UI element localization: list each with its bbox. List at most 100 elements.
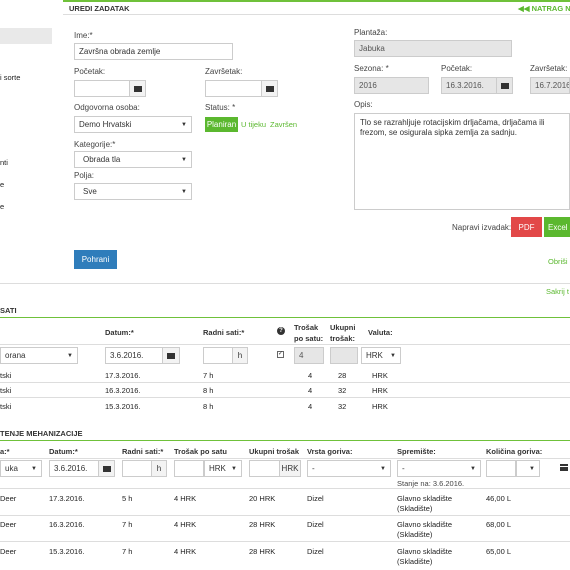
help-icon[interactable]: ? (277, 327, 285, 335)
ime-input[interactable]: Završna obrada zemlje (74, 43, 233, 60)
chevron-down-icon: ▼ (67, 352, 73, 359)
meh-header-gorivo: Vrsta goriva: (307, 447, 353, 456)
right-pocetak-calendar-button (497, 77, 513, 94)
sidebar-item-e1[interactable]: e (0, 180, 5, 189)
opis-textarea[interactable]: Tlo se razrahljuje rotacijskim drljačama… (354, 113, 570, 210)
chevron-down-icon: ▼ (470, 465, 476, 472)
meh-total-input[interactable] (249, 460, 280, 477)
sidebar-item-sorte[interactable]: i sorte (0, 73, 21, 82)
sati-row-2-currency: HRK (372, 386, 388, 395)
page-title: UREDI ZADATAK (69, 4, 130, 13)
zavrsetak-input[interactable] (205, 80, 262, 97)
meh-qty-unit-select[interactable]: ▼ (516, 460, 540, 477)
back-link[interactable]: ◀◀ NATRAG N (518, 4, 570, 13)
meh-date-input[interactable]: 3.6.2016. (49, 460, 99, 477)
meh-row-1-hours: 5 h (122, 494, 133, 503)
chevron-down-icon: ▼ (231, 465, 237, 472)
meh-header-radni-sati: Radni sati:* (122, 447, 164, 456)
sati-row-3-currency: HRK (372, 402, 388, 411)
sezona-input: 2016 (354, 77, 429, 94)
sati-row-1-total: 28 (338, 371, 347, 380)
meh-row-2-storage: Glavno skladište (397, 520, 453, 529)
sati-divider (0, 317, 570, 318)
sati-section-title: SATI (0, 306, 17, 315)
sati-date-input[interactable]: 3.6.2016. (105, 347, 163, 364)
sati-worker-select[interactable]: orana ▼ (0, 347, 78, 364)
kategorije-value: Obrada tla (83, 155, 121, 164)
chevron-down-icon: ▼ (181, 188, 187, 195)
meh-rate-input[interactable] (174, 460, 204, 477)
meh-row-2-total: 28 HRK (249, 520, 276, 529)
sakrij-link[interactable]: Sakrij t (546, 287, 569, 296)
sati-header-radni-sati: Radni sati:* (203, 328, 245, 337)
meh-fuel-value: - (312, 464, 315, 473)
meh-machine-select[interactable]: uka ▼ (0, 460, 42, 477)
sati-trosak-input: 4 (294, 347, 324, 364)
kategorije-select[interactable]: Obrada tla ▼ (74, 151, 192, 168)
obrisi-link[interactable]: Obriši (548, 257, 568, 266)
polja-select[interactable]: Sve ▼ (74, 183, 192, 200)
status-planiran-button[interactable]: Planiran (205, 117, 238, 132)
sati-row-1-currency: HRK (372, 371, 388, 380)
sati-checkbox[interactable]: ✓ (277, 351, 284, 358)
meh-row-1-fuel: Dizel (307, 494, 324, 503)
meh-row-3-hours: 7 h (122, 547, 133, 556)
sidebar: i sorte nti e e (0, 0, 60, 290)
menu-icon[interactable] (560, 464, 568, 471)
right-pocetak-label: Početak: (441, 64, 473, 73)
pdf-button[interactable]: PDF (511, 217, 542, 237)
sati-row-2-name: tski (0, 386, 12, 395)
calendar-icon (500, 82, 509, 89)
sidebar-active-item[interactable] (0, 28, 52, 44)
sati-row-3-name: tski (0, 402, 12, 411)
status-u-tijeku-button[interactable]: U tijeku (241, 120, 267, 129)
meh-storage-select[interactable]: - ▼ (397, 460, 481, 477)
sati-header-ukupni: Ukupni trošak: (330, 323, 356, 343)
meh-machine-value: uka (5, 464, 18, 473)
sati-row-divider (0, 382, 570, 383)
sati-hours-input[interactable] (203, 347, 233, 364)
meh-row-1-qty: 46,00 L (486, 494, 512, 503)
meh-total-unit: HRK (280, 460, 301, 477)
sati-row-2-hours: 8 h (203, 386, 214, 395)
meh-row-3-storage: Glavno skladište (397, 547, 453, 556)
pocetak-calendar-button[interactable] (130, 80, 146, 97)
sati-valuta-select[interactable]: HRK ▼ (361, 347, 401, 364)
meh-hours-input[interactable] (122, 460, 152, 477)
kategorije-label: Kategorije:* (74, 140, 116, 149)
chevron-down-icon: ▼ (380, 465, 386, 472)
meh-fuel-select[interactable]: - ▼ (307, 460, 391, 477)
meh-row-2-hours: 7 h (122, 520, 133, 529)
sidebar-item-komponenti[interactable]: nti (0, 158, 8, 167)
zavrsetak-calendar-button[interactable] (262, 80, 278, 97)
meh-row-1-name: Deer (0, 494, 17, 503)
save-button[interactable]: Pohrani (74, 250, 117, 269)
meh-calendar-button[interactable] (99, 460, 115, 477)
meh-qty-input[interactable] (486, 460, 516, 477)
pocetak-input[interactable] (74, 80, 130, 97)
report-label: Napravi izvadak: (452, 223, 512, 232)
meh-stock-note: Stanje na: 3.6.2016. (397, 479, 465, 488)
meh-rate-currency-select[interactable]: HRK ▼ (204, 460, 242, 477)
meh-row-1-storage-type: (Skladište) (397, 504, 433, 513)
chevron-down-icon: ▼ (31, 465, 37, 472)
status-zavrsen-button[interactable]: Završen (270, 120, 298, 129)
pocetak-label: Početak: (74, 67, 106, 76)
polja-value: Sve (83, 187, 97, 196)
meh-row-2-storage-type: (Skladište) (397, 530, 433, 539)
sati-hours-unit: h (233, 347, 248, 364)
sati-calendar-button[interactable] (163, 347, 180, 364)
meh-row-2-fuel: Dizel (307, 520, 324, 529)
meh-row-1-date: 17.3.2016. (49, 494, 85, 503)
meh-row-3-qty: 65,00 L (486, 547, 512, 556)
sidebar-item-e2[interactable]: e (0, 202, 5, 211)
chevron-down-icon: ▼ (390, 352, 396, 359)
header-divider (63, 14, 570, 15)
meh-row-divider (0, 541, 570, 542)
meh-row-divider (0, 515, 570, 516)
odgovorna-select[interactable]: Demo Hrvatski ▼ (74, 116, 192, 133)
meh-header-ukupni: Ukupni trošak (249, 447, 300, 456)
excel-button[interactable]: Excel (544, 217, 570, 237)
sati-ukupni-input (330, 347, 358, 364)
meh-row-2-rate: 4 HRK (174, 520, 197, 529)
